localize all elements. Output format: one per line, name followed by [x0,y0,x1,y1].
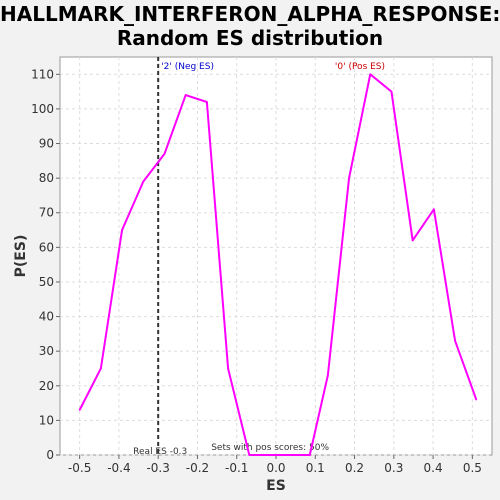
data-point [269,454,272,456]
chart-title: HALLMARK_INTERFERON_ALPHA_RESPONSE: Rand… [0,2,500,50]
pos-scores-note: Sets with pos scores: 50% [211,443,329,453]
x-tick-label: -0.3 [146,461,169,475]
data-point [475,398,478,401]
y-axis-label: P(ES) [13,235,29,278]
x-tick-label: 0.1 [306,461,325,475]
x-tick-label: -0.4 [107,461,130,475]
data-point [454,339,456,342]
data-point [227,367,229,370]
data-point [121,229,123,231]
y-tick-label: 30 [39,344,54,358]
y-tick-label: 60 [39,240,54,254]
data-point [348,177,350,179]
x-axis-label: ES [266,478,286,494]
x-tick-label: -0.2 [186,461,209,475]
data-point [308,454,311,456]
data-point [163,153,166,155]
x-tick-label: 0.4 [424,461,443,475]
data-point [100,367,102,370]
es-distribution-line [78,73,478,456]
x-tick-label: 0.0 [266,461,285,475]
chart-title-line1: HALLMARK_INTERFERON_ALPHA_RESPONSE: [0,2,500,26]
y-tick-label: 20 [39,379,54,393]
y-tick-label: 100 [31,102,54,116]
data-point [206,101,208,103]
x-tick-label: 0.2 [345,461,364,475]
x-tick-label: 0.5 [463,461,482,475]
x-tick-label: 0.3 [384,461,403,475]
data-point [390,90,393,93]
data-point [184,94,187,96]
y-tick-label: 0 [46,448,54,462]
chart-title-line2: Random ES distribution [116,26,384,50]
y-tick-label: 110 [31,67,54,81]
data-point [411,239,414,242]
data-point [327,374,329,377]
x-tick-label: -0.1 [225,461,248,475]
data-point [290,454,293,456]
y-tick-label: 50 [39,275,54,289]
data-point [433,208,435,211]
data-point [78,409,81,411]
pos-es-label: '0' (Pos ES) [335,62,385,72]
data-point [369,73,372,76]
data-point [248,454,251,456]
real-es-label: Real ES -0.3 [133,447,187,457]
y-tick-label: 70 [39,206,54,220]
neg-es-label: '2' (Neg ES) [161,62,214,72]
x-tick-label: -0.5 [68,461,91,475]
y-tick-label: 10 [39,413,54,427]
data-point [142,180,145,183]
y-tick-label: 40 [39,310,54,324]
y-tick-label: 90 [39,137,54,151]
y-tick-label: 80 [39,171,54,185]
